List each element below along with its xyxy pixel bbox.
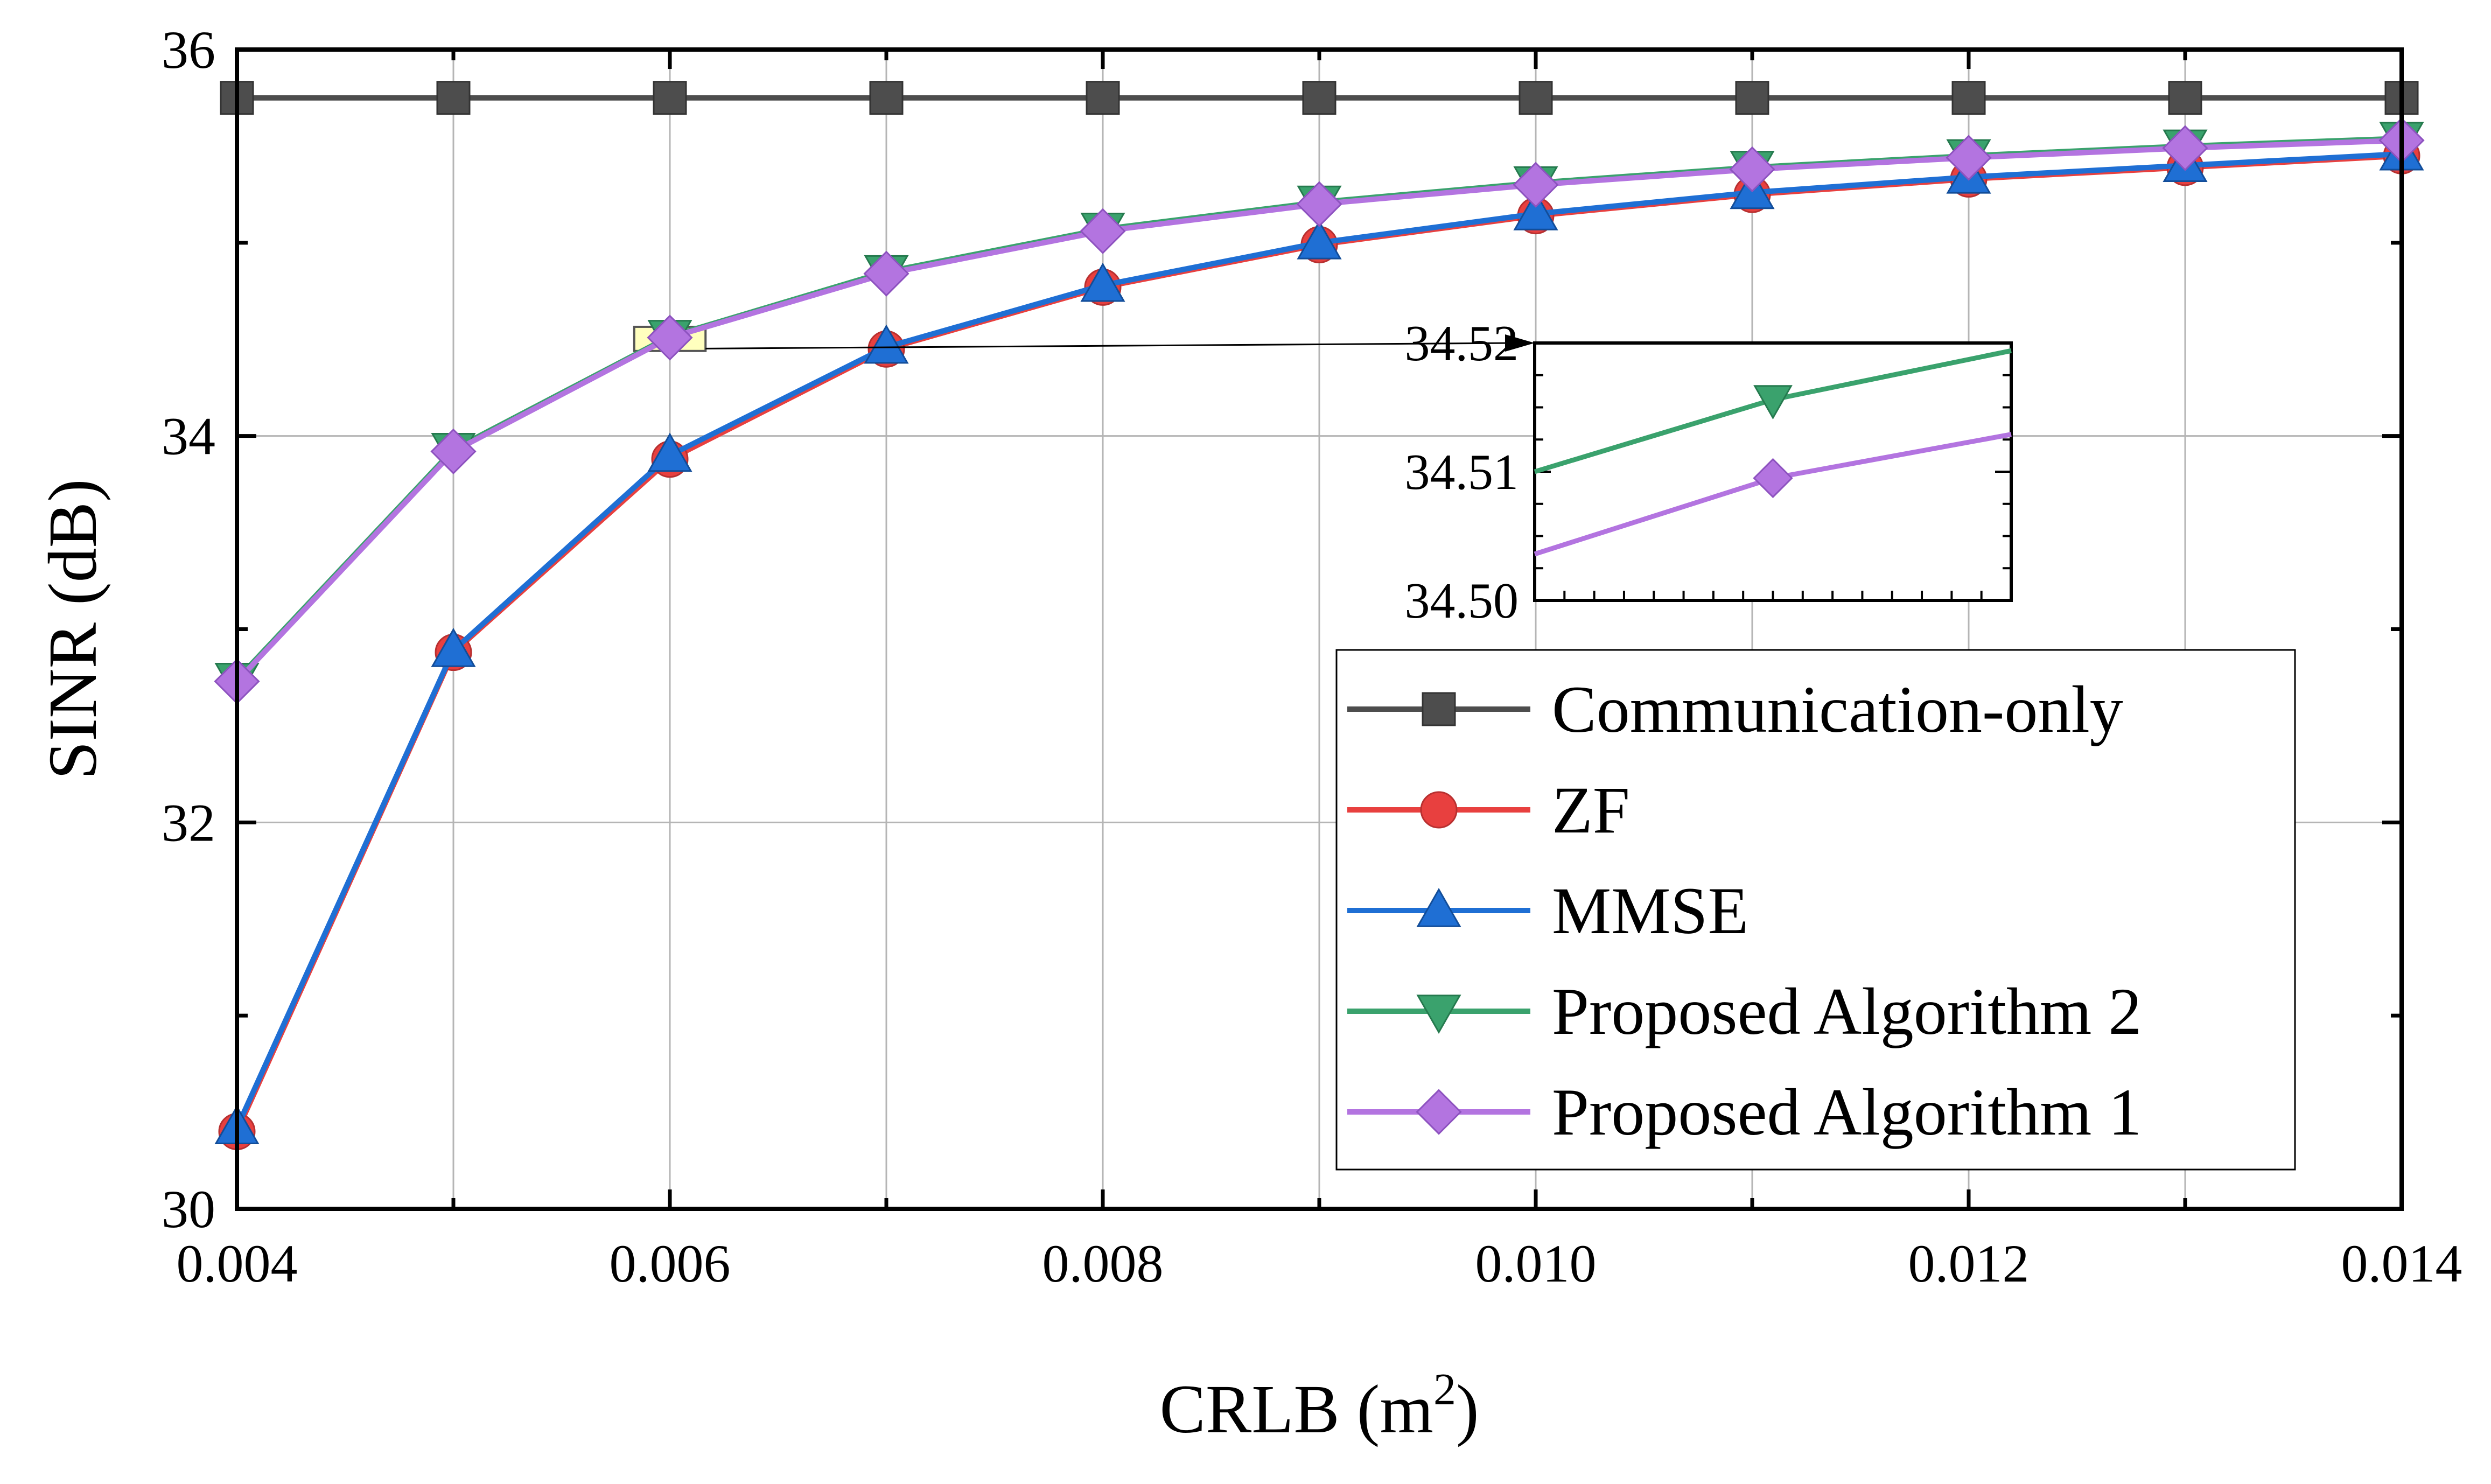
series-proposed-algorithm-1 xyxy=(214,117,2425,705)
y-tick-label: 30 xyxy=(162,1179,215,1239)
inset-data-point xyxy=(1753,385,1793,419)
data-point xyxy=(653,81,687,115)
inset-y-tick-label: 34.51 xyxy=(1405,444,1519,500)
data-point xyxy=(1729,146,1775,193)
legend-entry: MMSE xyxy=(1347,874,1748,948)
data-point xyxy=(1086,81,1120,115)
inset-data-point xyxy=(1753,458,1793,499)
legend-label: Proposed Algorithm 2 xyxy=(1552,975,2142,1048)
data-point xyxy=(431,627,476,667)
data-point xyxy=(430,428,477,474)
legend-entry: ZF xyxy=(1347,773,1630,847)
data-point xyxy=(1302,81,1337,115)
x-axis-label: CRLB (m2) xyxy=(1159,1364,1479,1447)
x-axis-label-main: CRLB (m xyxy=(1159,1371,1433,1447)
data-point xyxy=(1946,135,1992,181)
data-point xyxy=(1080,208,1126,254)
legend-label: Proposed Algorithm 1 xyxy=(1552,1075,2142,1149)
x-tick-label: 0.012 xyxy=(1908,1234,2030,1293)
legend-label: MMSE xyxy=(1552,874,1748,948)
data-point xyxy=(647,314,693,361)
data-point xyxy=(2162,125,2208,171)
series-communication-only xyxy=(220,81,2419,115)
legend-swatch-marker xyxy=(1422,692,1456,726)
legend-label: Communication-only xyxy=(1552,673,2123,746)
zoom-connector-arrowhead xyxy=(1505,334,1535,352)
data-point xyxy=(2168,81,2202,115)
x-tick-label: 0.014 xyxy=(2341,1234,2462,1293)
y-axis-label: SINR (dB) xyxy=(34,479,111,779)
legend-entry: Proposed Algorithm 1 xyxy=(1347,1075,2142,1149)
zoom-connector-line xyxy=(705,342,1514,349)
data-point xyxy=(1951,81,1986,115)
inset-y-tick-label: 34.50 xyxy=(1405,573,1519,629)
legend-swatch-marker xyxy=(1416,1089,1462,1135)
x-axis-label-close: ) xyxy=(1456,1371,1479,1447)
legend-entry: Communication-only xyxy=(1347,673,2123,746)
x-tick-label: 0.004 xyxy=(177,1234,298,1293)
y-tick-label: 34 xyxy=(162,407,215,466)
y-tick-label: 36 xyxy=(162,20,215,80)
axis-ticks xyxy=(235,47,2404,1211)
axis-tick-labels: 0.004 0.006 0.008 0.010 0.012 0.014 30 32 34 36 xyxy=(162,20,2462,1293)
data-point xyxy=(1735,81,1769,115)
zoom-inset: 34.50 34.51 34.52 xyxy=(705,316,2013,629)
data-point xyxy=(864,324,909,364)
inset-series-proposed-algorithm-1 xyxy=(1534,432,2012,557)
y-tick-label: 32 xyxy=(162,793,215,852)
x-tick-label: 0.006 xyxy=(610,1234,731,1293)
data-point xyxy=(1297,220,1342,260)
data-point xyxy=(647,432,692,472)
x-tick-label: 0.008 xyxy=(1042,1234,1164,1293)
legend-swatch-marker xyxy=(1420,791,1458,829)
x-tick-label: 0.010 xyxy=(1475,1234,1597,1293)
legend-swatch-marker xyxy=(1416,995,1461,1034)
data-point xyxy=(863,250,909,297)
data-point xyxy=(1513,162,1559,208)
data-point xyxy=(436,81,471,115)
data-point xyxy=(1513,191,1558,230)
legend-label: ZF xyxy=(1552,773,1630,847)
data-point xyxy=(1296,181,1342,227)
x-axis-label-superscript: 2 xyxy=(1433,1364,1456,1415)
legend-entry: Proposed Algorithm 2 xyxy=(1347,975,2142,1048)
data-point xyxy=(869,81,904,115)
inset-series-proposed-algorithm-2 xyxy=(1534,348,2012,474)
legend-swatch-marker xyxy=(1416,887,1461,927)
data-point xyxy=(1080,262,1125,302)
data-point xyxy=(1519,81,1553,115)
inset-y-tick-label: 34.52 xyxy=(1405,316,1519,372)
legend: Communication-only ZF MMSE Proposed Algorit… xyxy=(1335,649,2296,1171)
